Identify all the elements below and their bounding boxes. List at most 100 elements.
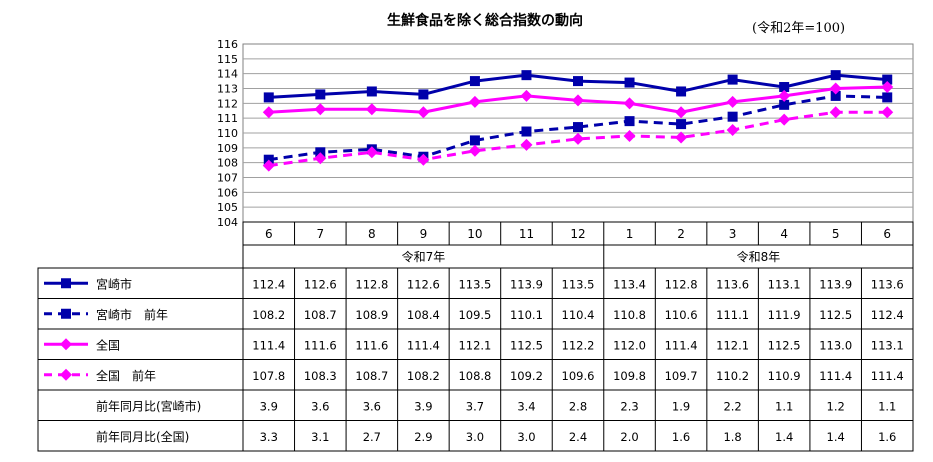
data-label: 112.8 bbox=[355, 277, 388, 291]
data-label: 113.5 bbox=[562, 277, 595, 291]
x-tick-label: 10 bbox=[467, 227, 482, 241]
data-label: 108.7 bbox=[304, 308, 337, 322]
data-label: 111.6 bbox=[304, 338, 337, 352]
legend-label: 宮崎市 bbox=[96, 276, 132, 291]
data-label: 111.4 bbox=[819, 369, 852, 383]
data-label: 113.6 bbox=[716, 277, 749, 291]
data-point bbox=[366, 86, 377, 97]
data-point bbox=[624, 116, 635, 127]
unit-note: (令和2年=100) bbox=[752, 21, 846, 36]
data-point bbox=[829, 82, 842, 95]
data-label: 3.4 bbox=[517, 399, 535, 413]
data-point bbox=[623, 97, 636, 110]
data-point bbox=[263, 92, 274, 103]
data-label: 1.6 bbox=[878, 430, 896, 444]
data-point bbox=[779, 99, 790, 110]
legend-label: 宮崎市 前年 bbox=[96, 307, 168, 322]
data-label: 111.6 bbox=[355, 338, 388, 352]
data-label: 108.3 bbox=[304, 369, 337, 383]
data-label: 113.1 bbox=[768, 277, 801, 291]
data-point bbox=[520, 89, 533, 102]
data-label: 111.4 bbox=[871, 369, 904, 383]
data-label: 107.8 bbox=[252, 369, 285, 383]
data-label: 3.1 bbox=[311, 430, 329, 444]
data-label: 110.4 bbox=[562, 308, 595, 322]
data-point bbox=[726, 95, 739, 108]
data-label: 112.5 bbox=[819, 308, 852, 322]
data-point bbox=[624, 77, 635, 88]
data-label: 110.6 bbox=[665, 308, 698, 322]
data-label: 109.8 bbox=[613, 369, 646, 383]
data-point bbox=[829, 106, 842, 119]
data-point bbox=[830, 90, 841, 101]
x-tick-label: 5 bbox=[832, 227, 840, 241]
data-label: 1.6 bbox=[672, 430, 690, 444]
legend-marker bbox=[60, 368, 72, 381]
data-label: 108.9 bbox=[355, 308, 388, 322]
data-point bbox=[778, 113, 791, 126]
legend-marker bbox=[61, 278, 71, 289]
data-point bbox=[314, 103, 327, 116]
data-label: 110.2 bbox=[716, 369, 749, 383]
x-tick-label: 2 bbox=[677, 227, 685, 241]
y-tick-label: 114 bbox=[217, 68, 238, 81]
data-label: 113.9 bbox=[819, 277, 852, 291]
data-label: 108.7 bbox=[355, 369, 388, 383]
data-label: 112.4 bbox=[252, 277, 285, 291]
x-tick-label: 6 bbox=[265, 227, 273, 241]
data-label: 1.9 bbox=[672, 399, 690, 413]
data-point bbox=[830, 70, 841, 81]
data-point bbox=[417, 106, 430, 119]
data-point bbox=[676, 86, 687, 97]
data-label: 113.9 bbox=[510, 277, 543, 291]
data-label: 112.0 bbox=[613, 338, 646, 352]
data-point bbox=[315, 89, 326, 100]
data-label: 108.2 bbox=[252, 308, 285, 322]
data-label: 3.7 bbox=[466, 399, 484, 413]
x-tick-label: 7 bbox=[316, 227, 324, 241]
data-point bbox=[262, 159, 275, 172]
x-tick-label: 9 bbox=[420, 227, 428, 241]
data-label: 111.9 bbox=[768, 308, 801, 322]
data-label: 3.3 bbox=[260, 430, 278, 444]
x-tick-label: 4 bbox=[780, 227, 788, 241]
data-point bbox=[675, 106, 688, 119]
data-point bbox=[417, 153, 430, 166]
data-point bbox=[676, 119, 687, 130]
data-point bbox=[469, 76, 480, 87]
data-label: 111.4 bbox=[665, 338, 698, 352]
data-label: 113.0 bbox=[819, 338, 852, 352]
data-point bbox=[727, 74, 738, 85]
row-label: 前年同月比(全国) bbox=[96, 429, 189, 444]
data-label: 111.4 bbox=[252, 338, 285, 352]
data-label: 112.6 bbox=[407, 277, 440, 291]
data-label: 2.8 bbox=[569, 399, 587, 413]
data-label: 111.4 bbox=[407, 338, 440, 352]
legend-marker bbox=[61, 308, 71, 319]
legend-label: 全国 前年 bbox=[96, 368, 156, 383]
data-label: 110.1 bbox=[510, 308, 543, 322]
data-label: 2.3 bbox=[620, 399, 638, 413]
y-tick-label: 112 bbox=[217, 97, 238, 110]
data-label: 2.2 bbox=[723, 399, 741, 413]
data-point bbox=[881, 81, 894, 94]
data-label: 3.0 bbox=[466, 430, 484, 444]
legend-marker bbox=[60, 338, 72, 351]
data-label: 113.5 bbox=[458, 277, 491, 291]
data-label: 112.5 bbox=[510, 338, 543, 352]
data-label: 3.6 bbox=[363, 399, 381, 413]
data-label: 112.5 bbox=[768, 338, 801, 352]
data-point bbox=[882, 74, 893, 85]
data-point bbox=[365, 146, 378, 159]
data-label: 112.2 bbox=[562, 338, 595, 352]
data-point bbox=[882, 92, 893, 103]
data-point bbox=[521, 126, 532, 137]
data-label: 109.5 bbox=[458, 308, 491, 322]
data-point bbox=[623, 129, 636, 142]
y-tick-label: 110 bbox=[217, 127, 238, 140]
data-point bbox=[726, 124, 739, 137]
data-label: 3.9 bbox=[414, 399, 432, 413]
data-label: 113.1 bbox=[871, 338, 904, 352]
x-tick-label: 1 bbox=[626, 227, 634, 241]
data-point bbox=[675, 131, 688, 144]
